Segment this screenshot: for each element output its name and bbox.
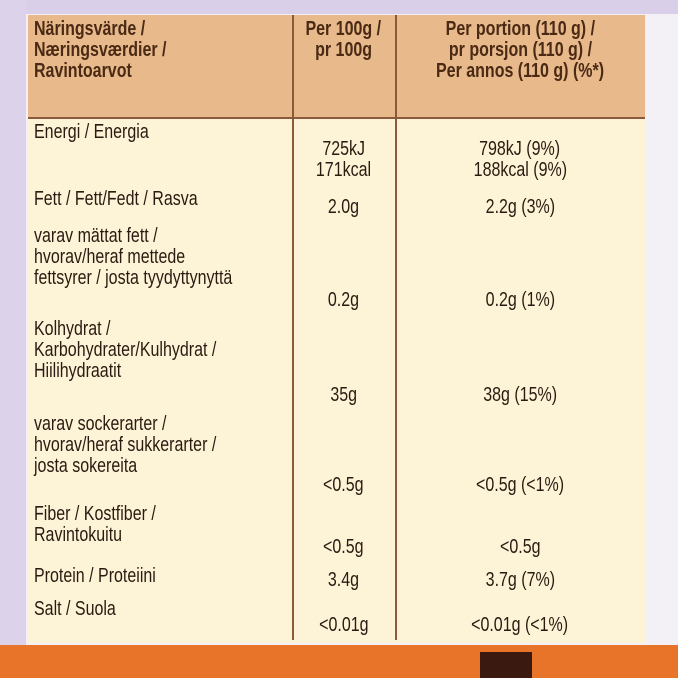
cell-line: Ravintokuitu [34,524,123,546]
table-cell: 725kJ 171kcal [292,118,395,185]
cell-line: 38g (15%) [483,384,557,406]
cell-line: Næringsværdier / [34,39,167,61]
table-cell: 0.2g [292,222,395,315]
table-cell: Protein / Proteiini [28,562,292,595]
cell-line: Kolhydrat / [34,318,111,340]
cell-line: Per annos (110 g) (%*) [435,60,605,82]
table-bg [28,15,645,643]
table-cell: <0.5g [292,500,395,562]
cell-line: 3.7g (7%) [485,569,555,591]
cell-line: <0.5g [323,536,364,558]
table-cell: 35g [292,315,395,410]
column-line [395,15,397,640]
cell-line: <0.01g [318,614,369,636]
table-cell: <0.5g [292,410,395,500]
table-cell: 798kJ (9%) 188kcal (9%) [395,118,645,185]
cell-line: <0.5g [323,474,364,496]
cell-line: fettsyrer / josta tyydyttynyttä [34,267,233,289]
cell-line: <0.5g (<1%) [475,474,565,496]
cell-line: <0.01g (<1%) [471,614,569,636]
table-cell: varav mättat fett / hvorav/heraf mettede f… [28,222,292,315]
cell-line: Energi / Energia [34,121,149,143]
table-cell: varav sockerarter / hvorav/heraf sukkerar… [28,410,292,500]
cell-line: 725kJ [322,138,365,160]
packaging-edge [0,0,26,650]
cell-line: 798kJ (9%) [479,138,561,160]
cell-line: <0.5g [499,536,541,558]
cell-line: 3.4g [327,569,360,591]
cell-line: pr porsjon (110 g) / [448,39,592,61]
packaging-orange [0,645,678,678]
cell-line: Karbohydrater/Kulhydrat / [34,339,217,361]
table-cell: 2.0g [292,185,395,222]
cell-line: Fiber / Kostfiber / [34,503,156,525]
header-cell: Per 100g / pr 100g [292,15,395,118]
header-line [28,117,645,119]
cell-line: pr 100g [315,39,372,61]
cell-line: josta sokereita [34,455,138,477]
column-line [292,15,294,640]
table-cell: Fett / Fett/Fedt / Rasva [28,185,292,222]
cell-line: Protein / Proteiini [34,565,156,587]
cell-line: 171kcal [315,159,372,181]
cell-line: Salt / Suola [34,598,116,620]
table-cell: 3.4g [292,562,395,595]
cell-line: Per 100g / [305,18,382,40]
table-cell: 2.2g (3%) [395,185,645,222]
cell-line: Per portion (110 g) / [445,18,595,40]
table-cell: <0.01g [292,595,395,640]
cell-line: varav sockerarter / [34,413,167,435]
cell-line: 0.2g (1%) [485,289,555,311]
table-cell: 3.7g (7%) [395,562,645,595]
cell-line: Hiilihydraatit [34,360,122,382]
table-cell: <0.01g (<1%) [395,595,645,640]
table-cell: Kolhydrat / Karbohydrater/Kulhydrat / Hiil… [28,315,292,410]
header-cell: Näringsvärde / Næringsværdier / Ravintoarv… [28,15,292,118]
table-cell: 0.2g (1%) [395,222,645,315]
header-bg [28,15,645,118]
cell-line: 0.2g [327,289,360,311]
cell-line: 188kcal (9%) [473,159,567,181]
cell-line: hvorav/heraf mettede [34,246,186,268]
cell-line: 35g [330,384,357,406]
table-cell: Energi / Energia [28,118,292,185]
cell-line: hvorav/heraf sukkerarter / [34,434,217,456]
table-cell: Salt / Suola [28,595,292,640]
header-cell: Per portion (110 g) / pr porsjon (110 g) … [395,15,645,118]
packaging-edge [0,0,678,14]
cell-line: Ravintoarvot [34,60,132,82]
table-cell: 38g (15%) [395,315,645,410]
cell-line: 2.2g (3%) [485,196,555,218]
cell-line: Fett / Fett/Fedt / Rasva [34,188,198,210]
table-cell: <0.5g (<1%) [395,410,645,500]
cell-line: 2.0g [327,196,360,218]
table-cell: Fiber / Kostfiber / Ravintokuitu [28,500,292,562]
table-cell: <0.5g [395,500,645,562]
packaging-dark [480,652,532,678]
cell-line: varav mättat fett / [34,225,158,247]
cell-line: Näringsvärde / [34,18,146,40]
